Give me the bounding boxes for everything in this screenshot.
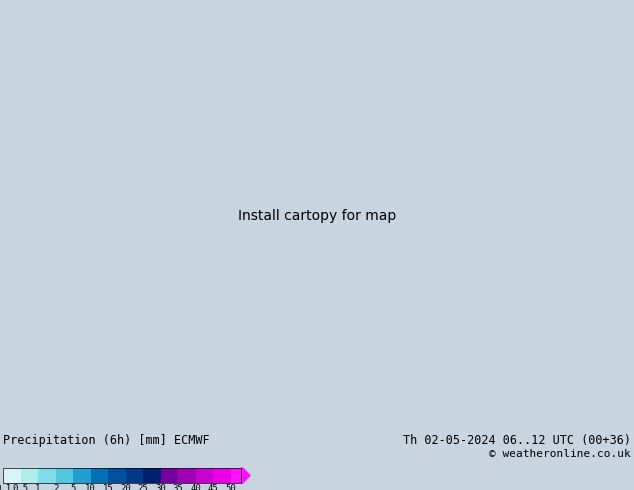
Text: 25: 25: [138, 484, 148, 490]
Bar: [195, 468, 213, 483]
Text: 0.5: 0.5: [13, 484, 29, 490]
Text: 5: 5: [70, 484, 75, 490]
Bar: [3, 468, 20, 483]
Bar: [73, 468, 91, 483]
Text: 20: 20: [120, 484, 131, 490]
Bar: [160, 468, 178, 483]
Bar: [3, 468, 241, 483]
Text: 15: 15: [103, 484, 113, 490]
Bar: [20, 468, 38, 483]
Text: 30: 30: [155, 484, 166, 490]
Bar: [143, 468, 160, 483]
Bar: [231, 468, 241, 483]
Text: Th 02-05-2024 06..12 UTC (00+36): Th 02-05-2024 06..12 UTC (00+36): [403, 434, 631, 447]
Text: 10: 10: [85, 484, 96, 490]
Text: 50: 50: [225, 484, 236, 490]
Text: 2: 2: [53, 484, 58, 490]
Text: 35: 35: [172, 484, 183, 490]
Text: Precipitation (6h) [mm] ECMWF: Precipitation (6h) [mm] ECMWF: [3, 434, 210, 447]
Bar: [126, 468, 143, 483]
Bar: [108, 468, 126, 483]
Text: 45: 45: [207, 484, 218, 490]
Bar: [178, 468, 195, 483]
Bar: [213, 468, 231, 483]
Bar: [91, 468, 108, 483]
Text: 0.1: 0.1: [0, 484, 11, 490]
Text: © weatheronline.co.uk: © weatheronline.co.uk: [489, 449, 631, 459]
Bar: [56, 468, 73, 483]
Text: Install cartopy for map: Install cartopy for map: [238, 209, 396, 223]
Text: 1: 1: [36, 484, 41, 490]
Bar: [38, 468, 56, 483]
FancyArrow shape: [241, 467, 251, 484]
Text: 40: 40: [190, 484, 201, 490]
